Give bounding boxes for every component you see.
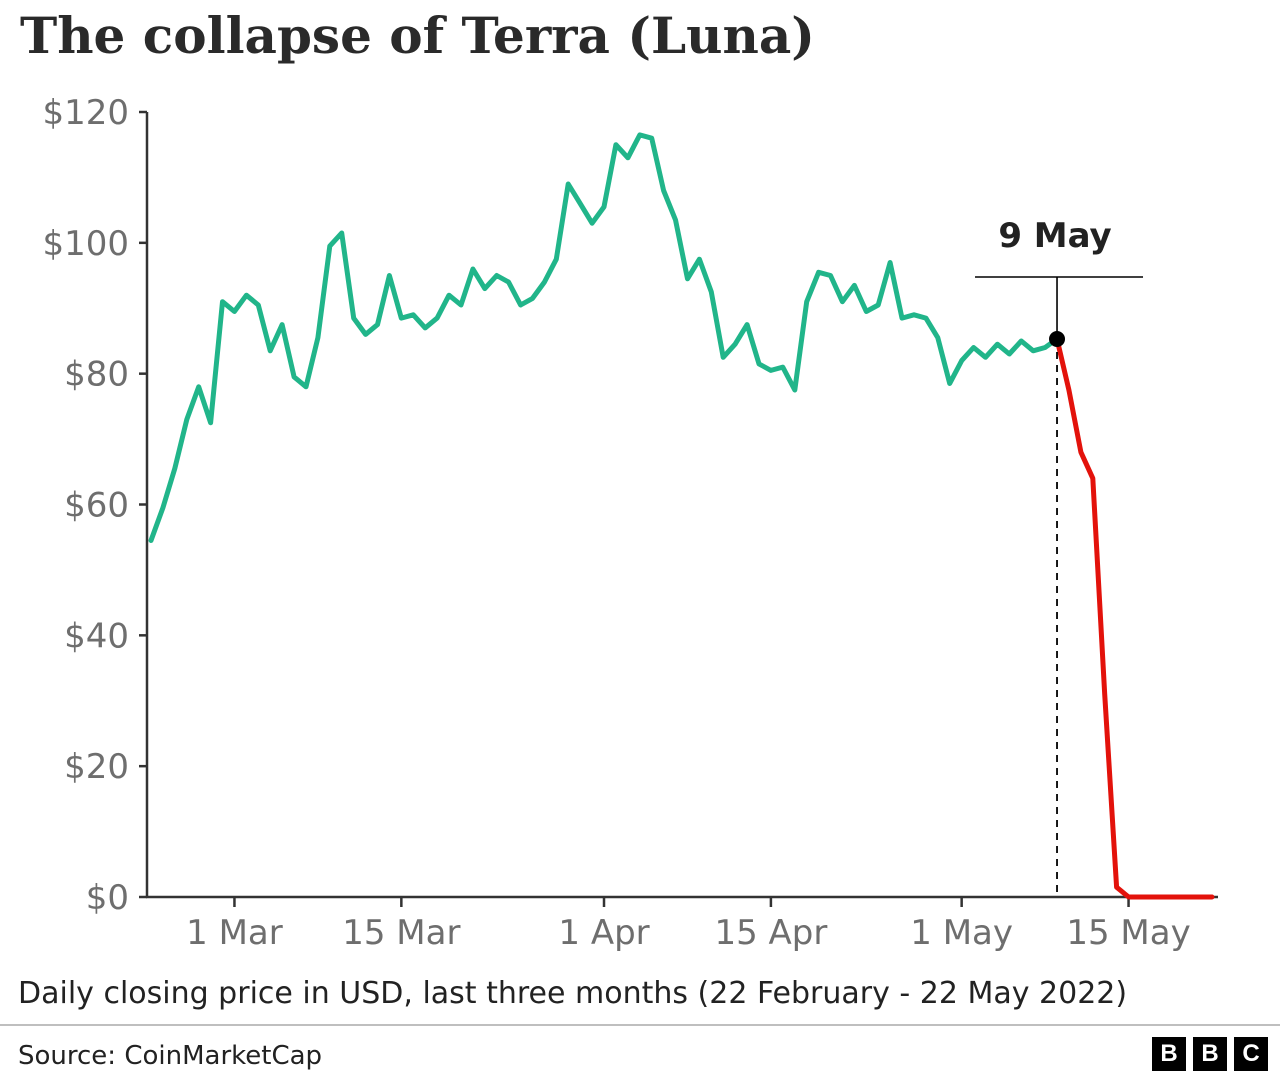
price-line-chart: $0$20$40$60$80$100$120 1 Mar 15 Mar 1 Apr 1… bbox=[42, 93, 1218, 953]
bbc-logo: B B C bbox=[1152, 1037, 1268, 1071]
y-tick-label: $40 bbox=[64, 616, 129, 656]
x-tick-label: 15 Apr bbox=[714, 913, 827, 953]
x-axis: 1 Mar 15 Mar 1 Apr 15 Apr 1 May 15 May bbox=[146, 895, 1218, 953]
annotation-point bbox=[1049, 330, 1066, 347]
series bbox=[148, 132, 1215, 900]
series-line-after-9-may bbox=[1054, 336, 1215, 900]
x-tick-label: 1 Apr bbox=[558, 913, 649, 953]
y-tick-label: $20 bbox=[64, 747, 129, 787]
annotation-label: 9 May bbox=[998, 216, 1111, 256]
bbc-logo-block-3: C bbox=[1234, 1037, 1268, 1071]
y-tick-label: $100 bbox=[42, 224, 129, 264]
annotation-9-may: 9 May bbox=[975, 216, 1144, 897]
chart-subtitle: Daily closing price in USD, last three m… bbox=[18, 976, 1128, 1011]
y-tick-label: $0 bbox=[86, 878, 129, 918]
bbc-logo-block-2: B bbox=[1193, 1037, 1227, 1071]
source-note: Source: CoinMarketCap bbox=[18, 1041, 323, 1071]
bbc-logo-block-1: B bbox=[1152, 1037, 1186, 1071]
y-tick-label: $80 bbox=[64, 355, 129, 395]
y-tick-label: $120 bbox=[42, 93, 129, 133]
x-tick-label: 1 Mar bbox=[186, 913, 283, 953]
chart-title: The collapse of Terra (Luna) bbox=[20, 6, 815, 65]
x-tick-label: 15 May bbox=[1066, 913, 1190, 953]
y-tick-label: $60 bbox=[64, 486, 129, 526]
x-tick-label: 1 May bbox=[910, 913, 1013, 953]
series-line-before-9-may bbox=[148, 132, 1060, 543]
x-tick-label: 15 Mar bbox=[342, 913, 460, 953]
y-axis: $0 $20 $40 $60 $80 $100 $120 bbox=[42, 93, 149, 918]
footer-divider bbox=[0, 1024, 1280, 1026]
